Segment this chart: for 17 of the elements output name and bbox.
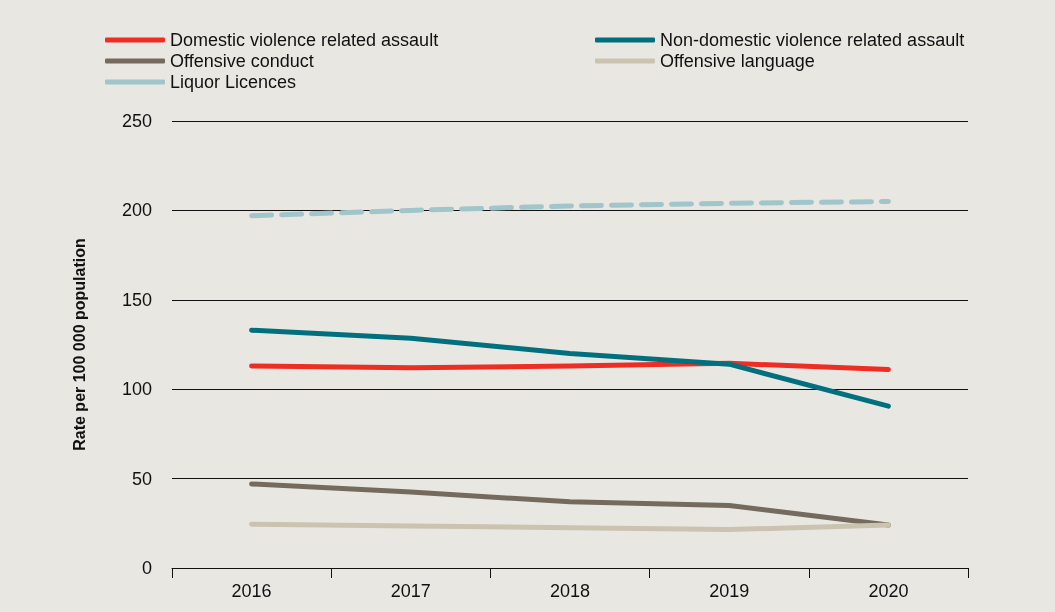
y-tick-label: 100 <box>121 379 152 400</box>
y-tick-label: 200 <box>121 200 152 221</box>
x-tick-label: 2020 <box>868 581 909 601</box>
legend-label: Offensive language <box>660 51 815 71</box>
y-axis-title: Rate per 100 000 population <box>70 238 88 451</box>
y-tick-label: 50 <box>131 468 152 489</box>
x-tick-label: 2016 <box>231 581 272 601</box>
x-tick-label: 2018 <box>549 581 591 601</box>
x-tick-label: 2019 <box>709 581 750 601</box>
legend-label: Domestic violence related assault <box>170 30 439 50</box>
y-tick-label: 150 <box>121 289 152 310</box>
legend-label: Liquor Licences <box>170 72 297 92</box>
legend-label: Non-domestic violence related assault <box>660 30 965 50</box>
legend-label: Offensive conduct <box>170 51 314 71</box>
y-tick-label: 0 <box>141 558 152 578</box>
y-tick-label: 250 <box>121 111 152 131</box>
x-tick-label: 2017 <box>390 581 431 601</box>
